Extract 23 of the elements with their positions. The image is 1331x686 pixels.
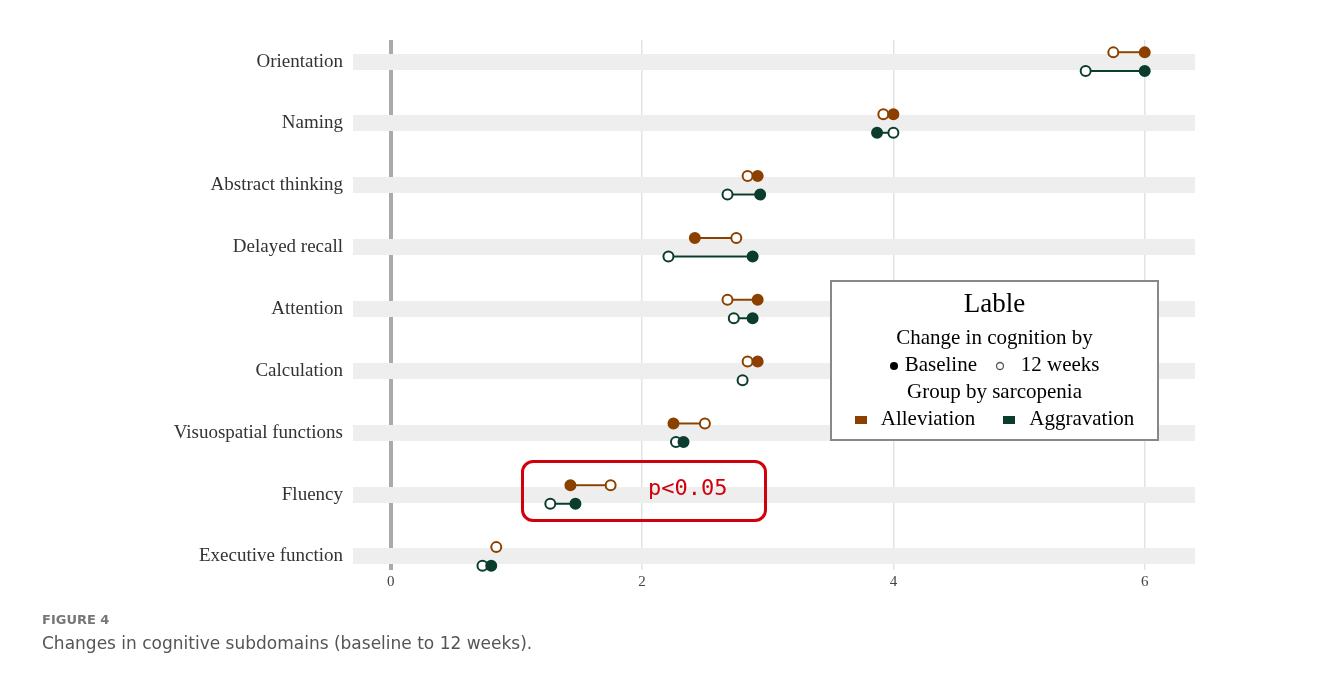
y-tick-label: Orientation: [256, 49, 344, 71]
x-tick-label: 4: [889, 572, 898, 589]
text: FIGURE 4: [42, 612, 111, 627]
x-tick-label: 2: [638, 572, 646, 589]
legend-label: Aggravation: [1028, 406, 1135, 431]
annotation: Baseline: [903, 352, 978, 377]
y-tick-label: Delayed recall: [232, 235, 343, 257]
y-tick-label: Visuospatial functions: [173, 420, 343, 442]
text: Changes in cognitive subdomains (baseline to 12 weeks).: [42, 633, 533, 653]
x-tick-label: 0: [386, 572, 395, 589]
y-tick-label: Fluency: [281, 482, 344, 504]
y-tick-label: Executive function: [198, 544, 344, 566]
y-tick-label: Calculation: [255, 358, 344, 380]
annotation: p<0.05: [648, 475, 728, 500]
y-tick-label: Attention: [271, 297, 344, 318]
annotation: 12 weeks: [1019, 352, 1100, 377]
y-tick-label: Naming: [281, 111, 344, 133]
legend-title: Lable: [962, 288, 1027, 319]
annotation: Change in cognition by: [895, 325, 1094, 350]
y-tick-label: Abstract thinking: [210, 173, 344, 195]
x-tick-label: 6: [1140, 572, 1149, 589]
legend-label: Alleviation: [879, 406, 976, 431]
annotation: Group by sarcopenia: [906, 379, 1083, 404]
